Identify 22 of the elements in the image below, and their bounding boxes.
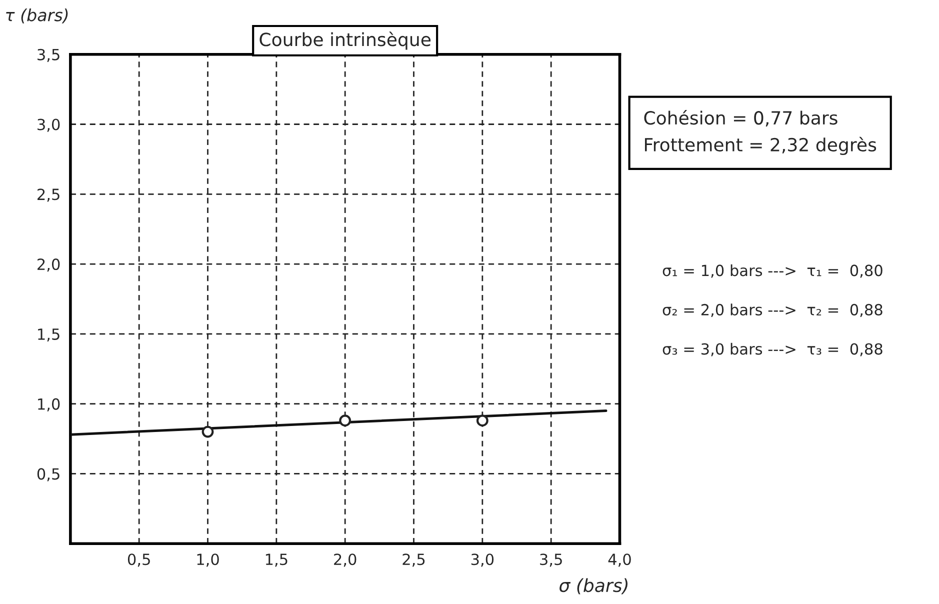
x-tick-label: 2,5	[402, 554, 425, 567]
x-tick-label: 1,5	[266, 554, 288, 567]
text: σ₂ = 2,0 bars ---> τ₂ = 0,88	[662, 304, 882, 318]
y-tick-label: 1,0	[38, 398, 60, 412]
x-tick-label: 2,0	[334, 554, 356, 567]
text: σ₃ = 3,0 bars ---> τ₃ = 0,88	[662, 342, 882, 356]
x-tick-label: 0,5	[128, 554, 150, 567]
x-tick-label: 4,0	[608, 554, 631, 567]
text: Cohésion = 0,77 bars Frottement = 2,32 degrès	[644, 110, 876, 156]
y-tick-label: 3,5	[38, 48, 60, 62]
y-tick-label: 2,0	[38, 258, 60, 272]
text: σ₁ = 1,0 bars ---> τ₁ = 0,80	[662, 264, 882, 278]
y-tick-label: 2,5	[38, 188, 60, 202]
chart-title: Courbe intrinsèque	[260, 32, 431, 50]
y-tick-label: 1,5	[38, 328, 60, 342]
x-axis-title: σ (bars)	[560, 578, 628, 594]
x-tick-label: 1,0	[197, 554, 219, 567]
y-tick-label: 3,0	[38, 118, 60, 132]
x-tick-label: 3,0	[471, 554, 494, 567]
y-tick-label: 0,5	[37, 468, 60, 482]
x-tick-label: 3,5	[540, 554, 562, 567]
y-axis-title: τ (bars)	[6, 8, 68, 24]
